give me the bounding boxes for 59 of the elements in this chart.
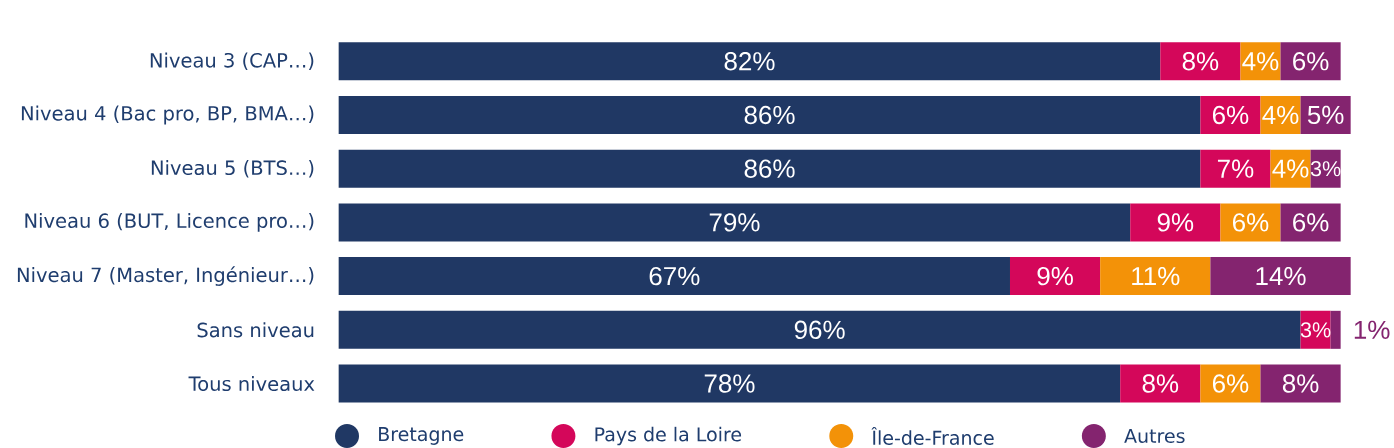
- data-label: 14%: [1256, 267, 1306, 286]
- bar: [1120, 364, 1201, 403]
- bar: [338, 310, 1301, 349]
- legend-label: Île-de-France: [871, 427, 994, 445]
- data-label: 1%: [1354, 320, 1390, 339]
- data-label: 11%: [1132, 267, 1180, 286]
- y-tick-label: Niveau 6 (BUT, Licence pro…): [25, 212, 314, 232]
- bar: [1220, 203, 1281, 242]
- data-label: 4%: [1242, 52, 1279, 71]
- data-label: 9%: [1037, 266, 1073, 286]
- bar: [338, 203, 1131, 242]
- data-label: 8%: [1282, 374, 1319, 393]
- data-label: 96%: [794, 320, 845, 340]
- data-label: 5%: [1307, 105, 1344, 125]
- data-label: 4%: [1262, 105, 1299, 125]
- bar: [1260, 364, 1341, 403]
- data-label: 6%: [1212, 105, 1249, 125]
- data-label: 8%: [1182, 52, 1219, 71]
- bar: [1280, 203, 1341, 242]
- y-tick-label: Niveau 7 (Master, Ingénieur…): [17, 266, 314, 286]
- y-tick-label: Tous niveaux: [188, 376, 315, 392]
- data-label: 3%: [1310, 161, 1341, 177]
- data-label: 86%: [744, 159, 795, 178]
- bar: [1009, 257, 1101, 296]
- bar: [1130, 203, 1221, 242]
- bar: [338, 364, 1121, 403]
- bar: [1200, 149, 1271, 188]
- data-label: 3%: [1300, 322, 1331, 338]
- data-label: 78%: [704, 374, 755, 393]
- data-label: 6%: [1293, 52, 1329, 71]
- y-tick-label: Niveau 5 (BTS…): [151, 160, 314, 178]
- bar: [338, 149, 1201, 188]
- legend-label: Bretagne: [379, 427, 464, 445]
- bar: [1330, 310, 1341, 349]
- data-label: 7%: [1217, 159, 1254, 178]
- data-label: 82%: [724, 52, 775, 71]
- bar: [338, 257, 1010, 296]
- legend-label: Pays de la Loire: [595, 426, 742, 446]
- bar: [1100, 257, 1211, 296]
- data-label: 6%: [1232, 213, 1269, 232]
- bar: [338, 42, 1161, 81]
- legend-label: Autres: [1124, 428, 1185, 444]
- bar: [1280, 42, 1341, 81]
- data-label: 4%: [1272, 159, 1309, 178]
- bar: [1200, 95, 1261, 134]
- data-label: 9%: [1157, 213, 1194, 232]
- bar: [1210, 257, 1351, 296]
- data-label: 8%: [1142, 374, 1179, 393]
- y-tick-label: Sans niveau: [197, 322, 314, 338]
- bar: [338, 95, 1201, 134]
- y-tick-label: Niveau 3 (CAP…): [150, 52, 314, 70]
- data-label: 6%: [1212, 374, 1249, 393]
- data-label: 79%: [709, 213, 760, 232]
- y-tick-label: Niveau 4 (Bac pro, BP, BMA…): [21, 105, 314, 125]
- data-label: 86%: [744, 105, 795, 125]
- bar: [1160, 42, 1241, 81]
- bar: [1200, 364, 1261, 403]
- data-label: 6%: [1293, 213, 1329, 232]
- data-label: 67%: [649, 266, 700, 286]
